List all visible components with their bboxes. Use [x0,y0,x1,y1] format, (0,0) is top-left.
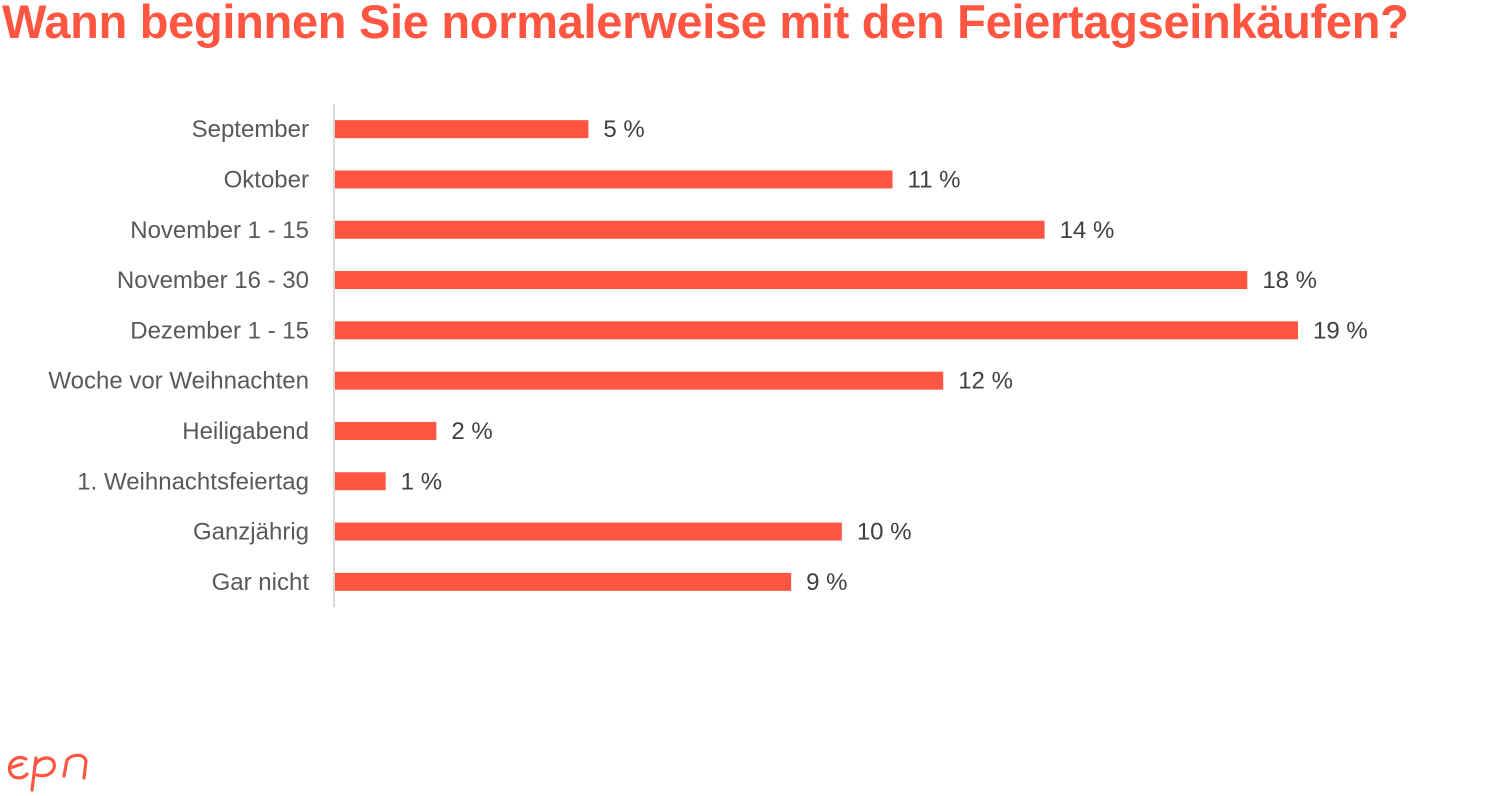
value-label: 18 % [1262,267,1317,294]
category-label: September [192,116,309,143]
value-label: 14 % [1060,217,1115,244]
chart-title: Wann beginnen Sie normalerweise mit den … [2,0,1409,48]
bar [335,271,1248,290]
category-label: November 1 - 15 [130,217,309,244]
bar [335,421,437,440]
category-label: Heiligabend [182,418,309,445]
category-label: Oktober [224,166,309,193]
bar [335,170,893,189]
episerver-logo [7,753,88,792]
category-label: November 16 - 30 [117,267,309,294]
bar-group: September 5 % Oktober 11 % November 1 - 15 14… [48,116,1367,596]
category-label: Ganzjährig [193,519,309,546]
bar [335,220,1045,239]
bar [335,522,842,541]
value-label: 11 % [908,166,961,193]
bar [335,120,589,139]
category-label: Dezember 1 - 15 [130,317,309,344]
category-label: 1. Weihnachtsfeiertag [77,468,309,495]
bar [335,321,1298,340]
category-label: Gar nicht [212,569,310,596]
value-label: 2 % [451,418,492,445]
value-label: 1 % [401,468,442,495]
value-label: 5 % [603,116,644,143]
bar [335,472,386,491]
category-label: Woche vor Weihnachten [48,368,309,395]
value-label: 19 % [1313,317,1368,344]
bar [335,371,944,390]
value-label: 9 % [806,569,847,596]
bar [335,572,792,591]
value-label: 12 % [958,368,1013,395]
value-label: 10 % [857,519,912,546]
